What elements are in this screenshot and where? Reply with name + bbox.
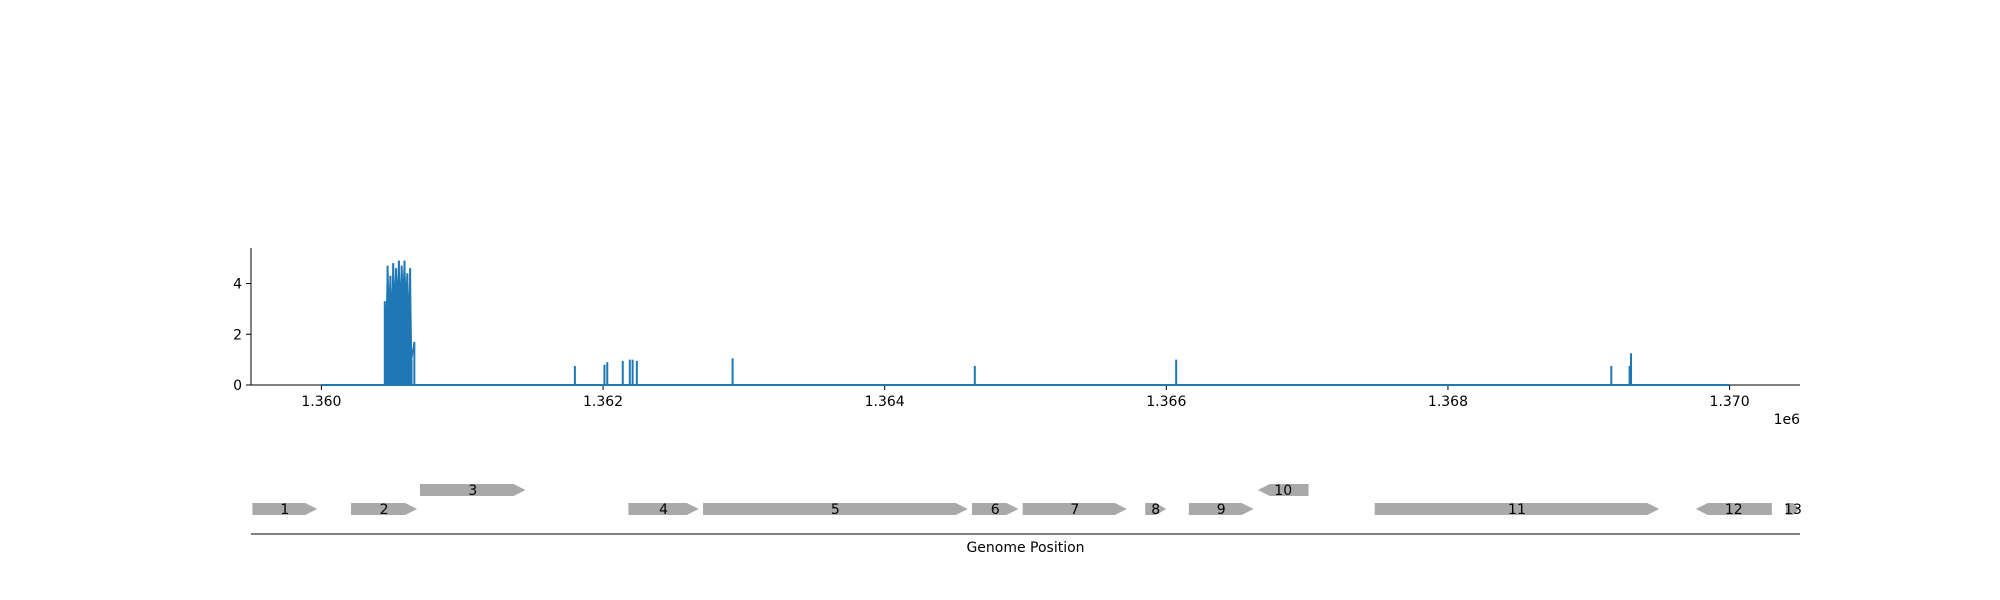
gene-arrow bbox=[1785, 503, 1800, 515]
x-tick-label: 1.362 bbox=[583, 394, 623, 410]
gene-arrow bbox=[1374, 503, 1660, 515]
x-tick-label: 1.368 bbox=[1428, 394, 1468, 410]
gene-arrow bbox=[1022, 503, 1127, 515]
coverage-line bbox=[384, 260, 416, 360]
x-tick-label: 1.366 bbox=[1146, 394, 1186, 410]
gene-label: 7 bbox=[1070, 502, 1079, 518]
gene-arrow bbox=[703, 503, 968, 515]
gene-label: 4 bbox=[659, 502, 668, 518]
gene-arrow bbox=[350, 503, 418, 515]
gene-label: 10 bbox=[1274, 483, 1292, 499]
gene-label: 6 bbox=[991, 502, 1000, 518]
gene-label: 12 bbox=[1725, 502, 1743, 518]
x-axis-label: Genome Position bbox=[966, 540, 1084, 556]
x-offset-label: 1e6 bbox=[1774, 412, 1801, 428]
gene-label: 11 bbox=[1508, 502, 1526, 518]
gene-label: 3 bbox=[468, 483, 477, 499]
coverage-plot: 0 2 4 1.360 1.362 1.364 1.366 1.368 1.370 1e6 bbox=[233, 248, 1800, 428]
gene-label: 9 bbox=[1217, 502, 1226, 518]
gene-arrow bbox=[419, 484, 526, 496]
gene-arrow bbox=[1257, 484, 1309, 496]
x-tick-label: 1.370 bbox=[1710, 394, 1750, 410]
x-tick-label: 1.364 bbox=[865, 394, 905, 410]
gene-arrow bbox=[252, 503, 318, 515]
gene-label: 1 bbox=[280, 502, 289, 518]
y-tick-label: 0 bbox=[233, 378, 242, 394]
gene-label: 8 bbox=[1151, 502, 1160, 518]
gene-arrow bbox=[1145, 503, 1167, 515]
gene-arrow bbox=[628, 503, 699, 515]
gene-label: 2 bbox=[380, 502, 389, 518]
gene-arrow bbox=[1695, 503, 1772, 515]
y-tick-label: 4 bbox=[233, 277, 242, 293]
gene-arrow bbox=[971, 503, 1019, 515]
x-tick-label: 1.360 bbox=[301, 394, 341, 410]
gene-label: 13 bbox=[1784, 502, 1802, 518]
gene-label: 5 bbox=[831, 502, 840, 518]
y-tick-label: 2 bbox=[233, 327, 242, 343]
gene-arrow bbox=[1188, 503, 1254, 515]
